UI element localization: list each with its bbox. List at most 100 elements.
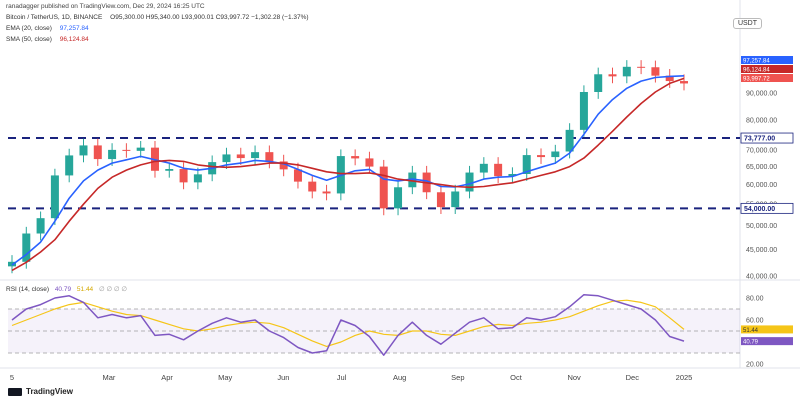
rsi-ma-tag bbox=[741, 325, 793, 334]
candle-body bbox=[165, 169, 174, 171]
candle-body bbox=[279, 161, 288, 170]
candle-body bbox=[522, 155, 531, 174]
time-tick-label: Jul bbox=[337, 373, 347, 382]
rsi-tag bbox=[741, 337, 793, 346]
ema-legend[interactable]: EMA (20, close) 97,257.84 bbox=[6, 25, 89, 33]
sma-price-tag-text: 96,124.84 bbox=[743, 68, 770, 74]
candle-body bbox=[579, 91, 588, 130]
symbol-title: Bitcoin / TetherUS, 1D, BINANCE bbox=[6, 14, 103, 21]
price-tick-label: 65,000.00 bbox=[746, 164, 777, 171]
time-tick-label: Dec bbox=[626, 373, 640, 382]
candle-body bbox=[508, 173, 517, 177]
candle-body bbox=[365, 158, 374, 167]
candle-body bbox=[537, 155, 546, 158]
time-tick-label: Oct bbox=[510, 373, 523, 382]
candle-body bbox=[479, 163, 488, 173]
rsi-legend-value: 40.79 bbox=[54, 286, 72, 293]
candle-body bbox=[65, 155, 74, 176]
candle-body bbox=[193, 174, 202, 183]
price-tick-label: 50,000.00 bbox=[746, 223, 777, 230]
rsi-legend-ma: 51.44 bbox=[76, 286, 94, 293]
candle-body bbox=[293, 169, 302, 182]
time-tick-label: May bbox=[218, 373, 232, 382]
candle-body bbox=[93, 145, 102, 160]
sma-legend-value: 96,124.84 bbox=[59, 36, 89, 43]
time-tick-label: Apr bbox=[161, 373, 173, 382]
level-label: 54,000.00 bbox=[744, 206, 775, 213]
rsi-tick-label: 20.00 bbox=[746, 362, 764, 369]
time-tick-label: Jun bbox=[277, 373, 289, 382]
candle-body bbox=[50, 175, 59, 219]
time-tick-label: Aug bbox=[393, 373, 406, 382]
rsi-line bbox=[11, 293, 685, 356]
rsi-legend[interactable]: RSI (14, close) 40.79 51.44 ∅ ∅ ∅ ∅ bbox=[6, 285, 127, 293]
time-tick-label: 2025 bbox=[676, 373, 693, 382]
candle-body bbox=[637, 66, 646, 68]
tradingview-logo-icon bbox=[8, 387, 22, 396]
btc-price-tag bbox=[741, 74, 793, 82]
ohlc-values: O95,300.00 H95,340.00 L93,900.01 C93,997… bbox=[110, 14, 309, 21]
sma-price-tag bbox=[741, 65, 793, 73]
candle-body bbox=[36, 218, 45, 234]
rsi-ma-line bbox=[11, 299, 685, 347]
level-label: 73,777.00 bbox=[744, 136, 775, 143]
price-tick-label: 80,000.00 bbox=[746, 117, 777, 124]
published-text: ranadagger published on TradingView.com,… bbox=[6, 3, 205, 10]
time-tick-label: Nov bbox=[567, 373, 581, 382]
btc-price-tag-text: 93,997.72 bbox=[743, 77, 770, 83]
candle-body bbox=[665, 75, 674, 82]
rsi-tick-label: 80.00 bbox=[746, 296, 764, 303]
candle-body bbox=[108, 149, 117, 160]
symbol-line: Bitcoin / TetherUS, 1D, BINANCE O95,300.… bbox=[6, 14, 309, 22]
ema-price-tag bbox=[741, 56, 793, 64]
candle-body bbox=[551, 151, 560, 158]
candle-body bbox=[594, 74, 603, 92]
candle-body bbox=[322, 191, 331, 194]
candle-body bbox=[680, 81, 688, 84]
sma-50-line bbox=[11, 77, 685, 272]
time-tick-label: 5 bbox=[10, 373, 14, 382]
candle-body bbox=[22, 233, 31, 262]
candle-body bbox=[122, 149, 131, 151]
rsi-legend-extras: ∅ ∅ ∅ ∅ bbox=[99, 286, 128, 293]
candle-body bbox=[222, 154, 231, 163]
sma-legend[interactable]: SMA (50, close) 96,124.84 bbox=[6, 36, 89, 44]
candle-body bbox=[265, 152, 274, 162]
candle-body bbox=[494, 163, 503, 177]
tradingview-brand[interactable]: TradingView bbox=[8, 387, 73, 396]
candle-body bbox=[436, 192, 445, 208]
candle-body bbox=[451, 191, 460, 208]
level-badge bbox=[740, 202, 794, 214]
candle-body bbox=[379, 166, 388, 209]
candle-body bbox=[236, 154, 245, 159]
candle-body bbox=[394, 187, 403, 209]
candle-body bbox=[251, 152, 260, 159]
brand-label: TradingView bbox=[26, 387, 73, 396]
rsi-legend-label: RSI (14, close) bbox=[6, 286, 49, 293]
candle-body bbox=[351, 156, 360, 159]
sma-legend-label: SMA (50, close) bbox=[6, 36, 52, 43]
candle-body bbox=[651, 67, 660, 76]
rsi-tick-label: 60.00 bbox=[746, 318, 764, 325]
time-tick-label: Mar bbox=[102, 373, 115, 382]
ema-legend-value: 97,257.84 bbox=[59, 25, 89, 32]
price-tick-label: 70,000.00 bbox=[746, 147, 777, 154]
currency-badge[interactable]: USDT bbox=[732, 18, 762, 29]
level-badge bbox=[740, 132, 794, 144]
candle-body bbox=[179, 169, 188, 183]
ema-legend-label: EMA (20, close) bbox=[6, 25, 52, 32]
candle-body bbox=[608, 74, 617, 77]
candle-body bbox=[136, 147, 145, 151]
price-tick-label: 45,000.00 bbox=[746, 247, 777, 254]
rsi-ma-tag-text: 51.44 bbox=[743, 328, 759, 334]
ema-price-tag-text: 97,257.84 bbox=[743, 59, 770, 65]
price-tick-label: 90,000.00 bbox=[746, 91, 777, 98]
candle-body bbox=[622, 66, 631, 77]
price-tick-label: 40,000.00 bbox=[746, 274, 777, 281]
candle-body bbox=[79, 145, 88, 156]
time-tick-label: Sep bbox=[451, 373, 464, 382]
rsi-tag-text: 40.79 bbox=[743, 340, 759, 346]
candle-body bbox=[465, 172, 474, 192]
price-tick-label: 60,000.00 bbox=[746, 182, 777, 189]
